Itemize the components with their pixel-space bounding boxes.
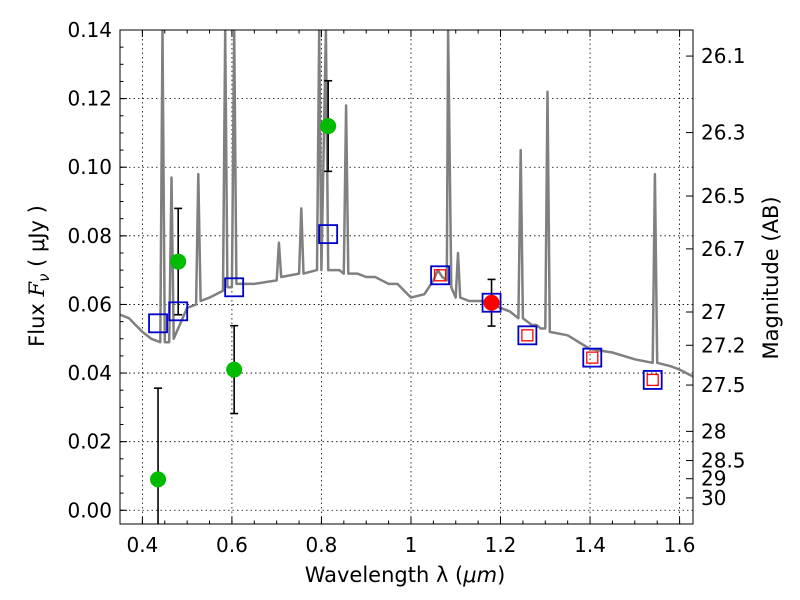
y2-tick-label: 29 [701,467,726,491]
ticks: 0.4 0.6 0.8 1 1.2 1.4 1.6 0.00 0.02 0.04 0.06 0.08 0… [67,18,745,557]
model-square [148,313,168,334]
y-tick-label: 0.12 [67,87,112,111]
y-axis-label: Flux Fν ( μJy ) [25,205,53,347]
model-square [517,325,538,346]
x-tick-label: 1 [405,533,418,557]
y2-tick-label: 27.2 [701,333,746,357]
y2-tick-label: 28 [701,419,726,443]
data-point [150,471,167,488]
y-tick-label: 0.04 [67,361,112,385]
x-tick-label: 1.6 [664,533,696,557]
y2-tick-label: 28.5 [701,449,746,473]
y2-tick-label: 26.5 [701,184,746,208]
model-square [168,301,189,322]
observed-square [586,351,599,364]
grid [120,29,693,524]
plot-frame [119,29,694,525]
data-point [483,294,500,311]
x-tick-label: 0.6 [216,533,248,557]
y-tick-label: 0.00 [67,498,112,522]
model-square [642,370,663,390]
model-square [430,265,450,286]
x-tick-label: 1.2 [485,533,517,557]
data-point [170,253,187,270]
y-tick-label: 0.02 [67,430,112,454]
model-square [481,292,502,313]
y2-tick-label: 30 [701,486,726,510]
data-point [320,118,337,135]
x-tick-label: 0.8 [306,533,338,557]
points-layer [148,79,663,524]
y2-tick-label: 27 [701,300,726,324]
model-square [224,277,245,298]
y-tick-label: 0.08 [67,224,112,248]
spectrum-layer [120,30,693,378]
observed-square [433,269,447,282]
observed-square [646,373,659,387]
y2-tick-label: 26.1 [701,44,746,68]
x-tick-label: 1.4 [574,533,606,557]
y2-tick-label: 27.5 [701,373,746,397]
y-tick-label: 0.10 [67,155,112,179]
y2-axis-label: Magnitude (AB) [759,196,783,359]
y2-tick-label: 26.7 [701,237,746,261]
y-tick-label: 0.06 [67,292,112,316]
x-tick-label: 0.4 [126,533,158,557]
y-tick-label: 0.14 [67,18,112,42]
data-point [226,361,243,378]
x-axis-label: Wavelength λ (μm) [305,563,506,587]
model-square [318,224,339,245]
model-square [582,347,603,368]
y2-tick-label: 26.3 [701,121,746,145]
spectrum-line [120,30,693,378]
observed-square [521,329,534,342]
